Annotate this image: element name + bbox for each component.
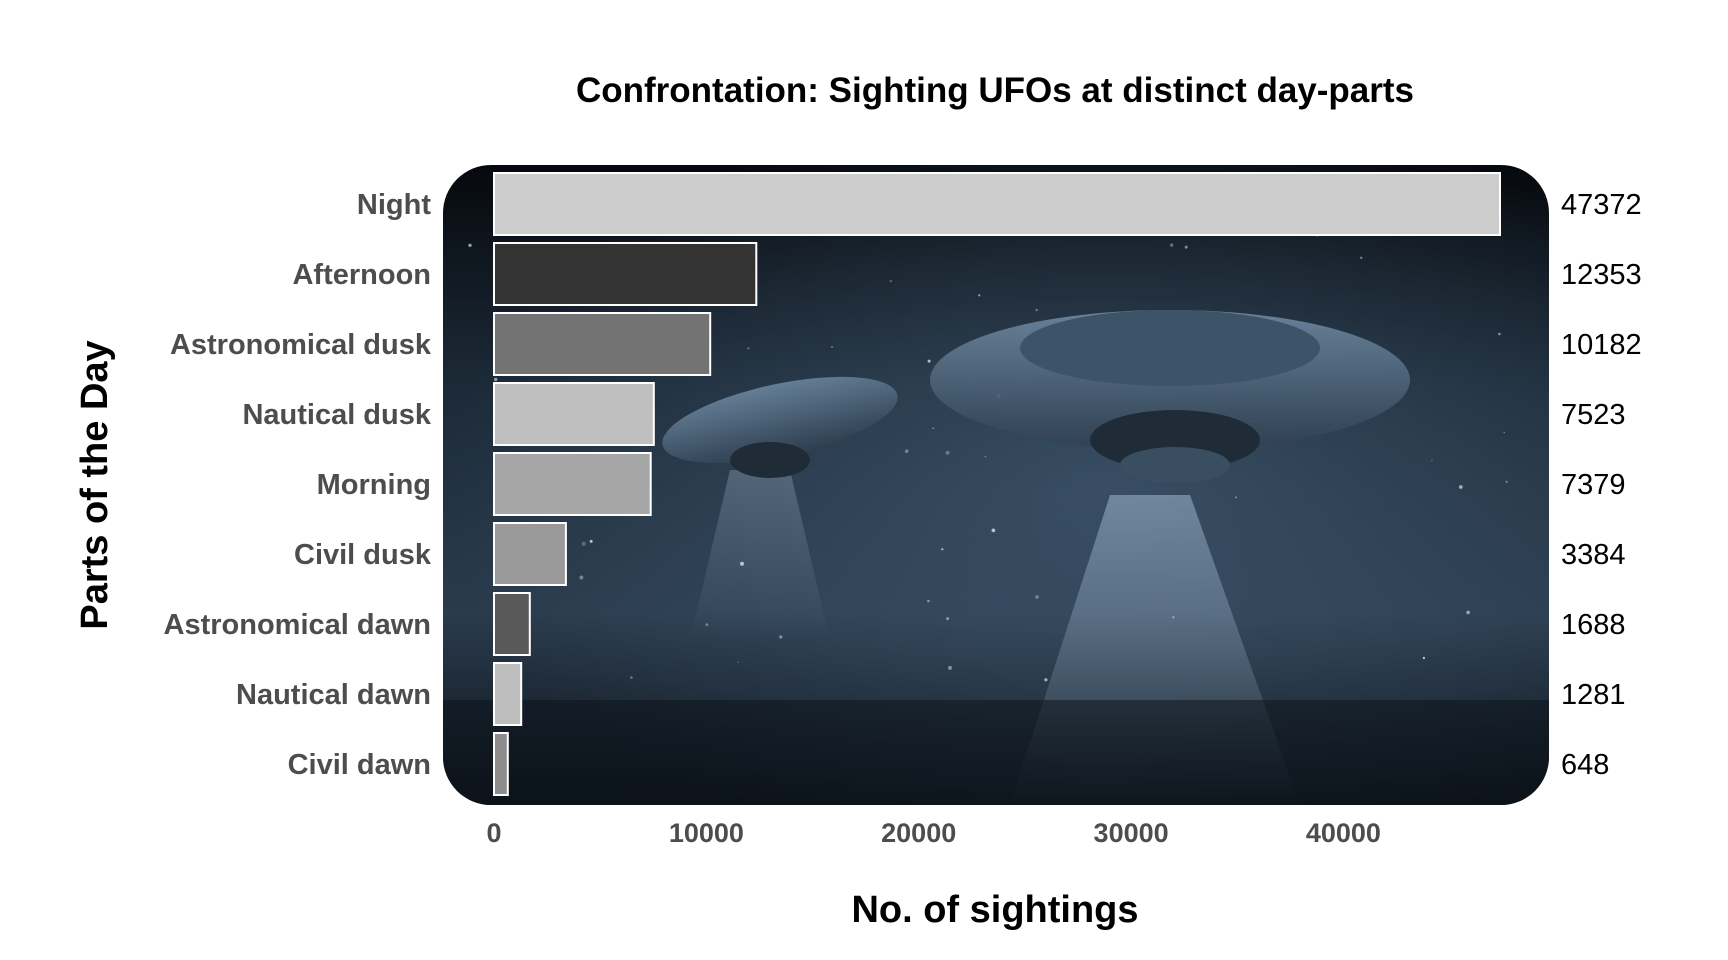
value-label: 10182 xyxy=(1561,329,1642,361)
value-label: 3384 xyxy=(1561,539,1626,571)
x-tick-label: 0 xyxy=(486,818,501,848)
value-label: 12353 xyxy=(1561,259,1642,291)
value-label: 648 xyxy=(1561,749,1609,781)
value-label: 7379 xyxy=(1561,469,1626,501)
value-label: 1281 xyxy=(1561,679,1626,711)
value-label: 1688 xyxy=(1561,609,1626,641)
bar-astronomical-dusk xyxy=(493,312,712,376)
category-label: Nautical dusk xyxy=(242,399,431,431)
category-label: Astronomical dawn xyxy=(164,609,432,641)
chart-title: Confrontation: Sighting UFOs at distinct… xyxy=(576,71,1414,110)
bar-night xyxy=(493,172,1501,236)
bar-afternoon xyxy=(493,242,758,306)
category-label: Civil dusk xyxy=(294,539,432,571)
y-axis-title: Parts of the Day xyxy=(74,340,116,629)
bar-civil-dusk xyxy=(493,522,567,586)
x-axis-title: No. of sightings xyxy=(851,889,1138,931)
category-label: Morning xyxy=(317,469,431,501)
bar-civil-dawn xyxy=(493,732,509,796)
bar-astronomical-dawn xyxy=(493,592,531,656)
bar-nautical-dusk xyxy=(493,382,655,446)
bar-morning xyxy=(493,452,652,516)
x-tick-label: 10000 xyxy=(669,818,744,848)
category-label: Civil dawn xyxy=(288,749,431,781)
category-label: Night xyxy=(357,189,431,221)
bar-nautical-dawn xyxy=(493,662,523,726)
value-label: 7523 xyxy=(1561,399,1626,431)
x-tick-label: 20000 xyxy=(881,818,956,848)
x-tick-label: 40000 xyxy=(1306,818,1381,848)
category-label: Afternoon xyxy=(292,259,431,291)
category-label: Nautical dawn xyxy=(236,679,431,711)
category-label: Astronomical dusk xyxy=(170,329,432,361)
x-tick-label: 30000 xyxy=(1094,818,1169,848)
value-label: 47372 xyxy=(1561,189,1642,221)
